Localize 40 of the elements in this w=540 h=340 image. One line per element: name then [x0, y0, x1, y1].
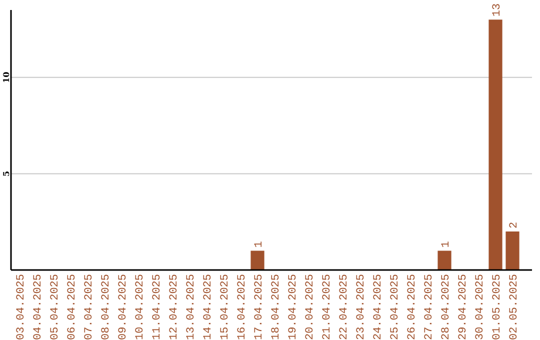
bar [250, 250, 264, 270]
x-tick-label: 29.04.2025 [457, 274, 470, 340]
bar [488, 20, 502, 270]
x-tick-label: 26.04.2025 [406, 274, 418, 340]
x-tick-label: 18.04.2025 [270, 274, 282, 340]
data-label: 13 [492, 3, 504, 17]
x-tick-label: 30.04.2025 [474, 274, 486, 340]
x-tick-label: 22.04.2025 [338, 274, 350, 340]
x-tick-label: 28.04.2025 [440, 274, 452, 340]
x-tick-label: 02.05.2025 [508, 274, 520, 340]
x-tick-label: 20.04.2025 [304, 274, 316, 340]
x-tick-label: 25.04.2025 [389, 274, 402, 340]
x-tick-label: 04.04.2025 [32, 274, 44, 340]
x-tick-label: 15.04.2025 [219, 274, 232, 340]
x-tick-label: 08.04.2025 [100, 274, 112, 340]
data-label: 1 [254, 240, 266, 248]
x-tick-label: 12.04.2025 [168, 274, 180, 340]
data-label: 2 [508, 222, 520, 228]
x-tick-label: 21.04.2025 [321, 274, 334, 340]
x-tick-label: 19.04.2025 [287, 274, 300, 340]
bar [438, 250, 452, 270]
y-tick-label: 10 [1, 71, 11, 83]
x-tick-label: 27.04.2025 [423, 274, 436, 340]
x-tick-label: 23.04.2025 [355, 274, 368, 340]
x-tick-label: 06.04.2025 [66, 274, 78, 340]
x-tick-label: 24.04.2025 [372, 274, 384, 340]
y-tick-label: 5 [1, 170, 11, 176]
x-tick-label: 14.04.2025 [202, 274, 214, 340]
x-tick-label: 13.04.2025 [185, 274, 198, 340]
data-label: 1 [440, 240, 452, 248]
x-tick-label: 05.04.2025 [49, 274, 62, 340]
bar [506, 231, 520, 270]
x-tick-label: 03.04.2025 [15, 274, 28, 340]
x-tick-label: 16.04.2025 [236, 274, 248, 340]
x-tick-label: 07.04.2025 [83, 274, 96, 340]
x-tick-label: 17.04.2025 [253, 274, 266, 340]
x-tick-label: 09.04.2025 [117, 274, 130, 340]
x-tick-label: 10.04.2025 [134, 274, 146, 340]
x-tick-label: 11.04.2025 [151, 274, 164, 340]
x-tick-label: 01.05.2025 [491, 274, 504, 340]
